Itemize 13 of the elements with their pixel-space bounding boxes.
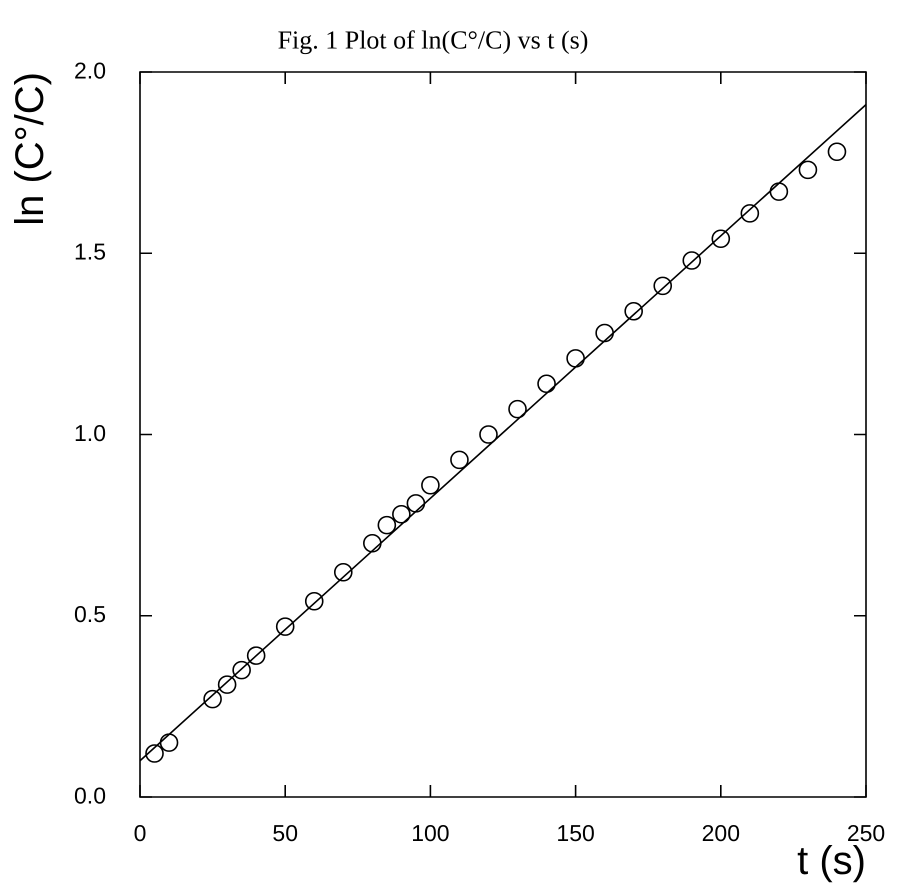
x-tick-label: 150 (556, 820, 595, 846)
y-tick-label: 0.5 (74, 601, 106, 628)
y-tick-label: 1.5 (74, 238, 106, 265)
y-tick-label: 0.0 (74, 782, 106, 808)
x-tick-label: 250 (846, 820, 886, 846)
chart-title: Fig. 1 Plot of ln(C°/C) vs t (s) (278, 25, 588, 54)
y-tick-label: 2.0 (74, 57, 106, 84)
y-axis-title: ln (C°/C) (8, 72, 52, 226)
x-tick-label: 200 (702, 820, 740, 846)
x-tick-label: 50 (272, 820, 298, 846)
x-tick-label: 0 (134, 820, 146, 846)
y-tick-label: 1.0 (74, 420, 106, 446)
x-tick-label: 100 (411, 820, 450, 846)
